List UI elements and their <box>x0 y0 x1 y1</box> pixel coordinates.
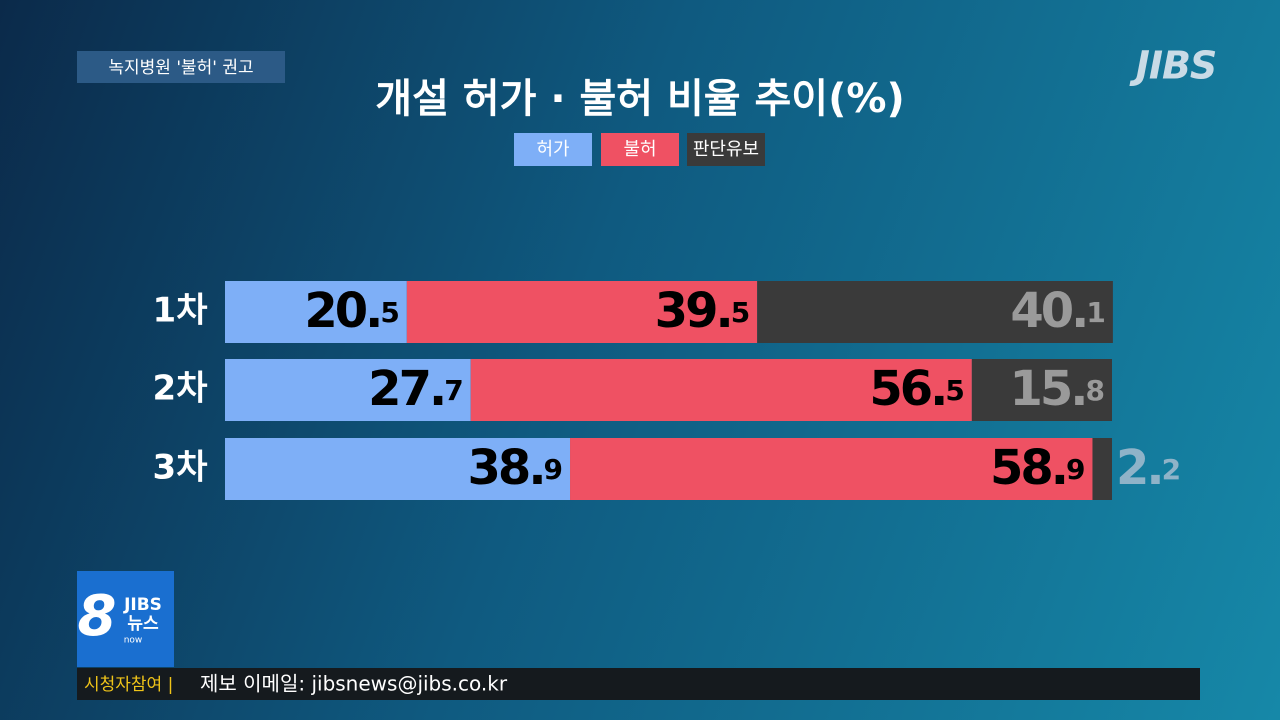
news-logo-brand: JIBS <box>123 595 162 615</box>
bar-segment <box>225 438 571 500</box>
bar-segment <box>225 359 471 421</box>
legend-label: 불허 <box>623 139 656 160</box>
value-label: 58.9 <box>990 440 1084 496</box>
ticker-label: 시청자참여 | <box>84 675 173 695</box>
category-label: 2차 <box>153 369 208 409</box>
tag: 녹지병원 '불허' 권고 <box>108 58 253 78</box>
value-label: 38.9 <box>468 440 562 496</box>
legend-swatch <box>514 133 592 166</box>
bar-segment <box>470 359 972 421</box>
news-logo-name: 뉴스 <box>127 614 159 634</box>
chart-title: 개설 허가 · 불허 비율 추이(%) <box>375 76 904 122</box>
value-label: 39.5 <box>655 283 749 339</box>
news-logo-number: 8 <box>78 584 117 649</box>
value-label: 15.8 <box>1009 361 1103 417</box>
bar-segment <box>225 281 407 343</box>
value-label: 56.5 <box>869 361 963 417</box>
bar-segment <box>406 281 758 343</box>
logo: JIBS <box>1129 44 1217 88</box>
category-label: 3차 <box>153 448 208 488</box>
category-label: 1차 <box>153 291 208 331</box>
bar-segment <box>1092 438 1112 500</box>
bar-segment <box>757 281 1113 343</box>
value-label: 2.2 <box>1116 440 1180 496</box>
bar-segment <box>971 359 1112 421</box>
value-label: 20.5 <box>304 283 398 339</box>
news-logo-sub: now <box>124 636 143 646</box>
news-logo-box <box>77 571 174 667</box>
bar-segment <box>570 438 1093 500</box>
value-label: 27.7 <box>368 361 462 417</box>
ticker-text: 제보 이메일: jibsnews@jibs.co.kr <box>200 672 508 696</box>
legend-label: 판단유보 <box>693 139 759 160</box>
tag-box <box>77 51 285 83</box>
legend-label: 허가 <box>536 139 569 160</box>
legend-swatch <box>601 133 679 166</box>
value-label: 40.1 <box>1010 283 1104 339</box>
legend-swatch <box>687 133 765 166</box>
ticker-bar <box>77 668 1200 700</box>
